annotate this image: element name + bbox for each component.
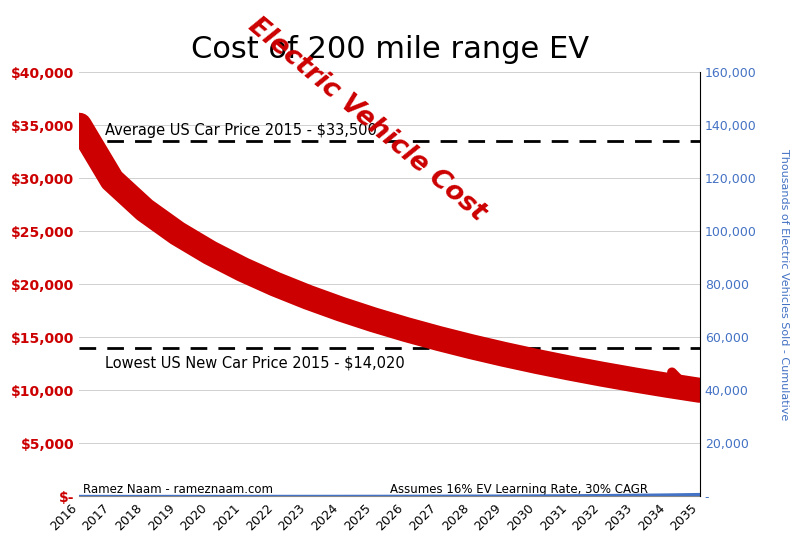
Title: Cost of 200 mile range EV: Cost of 200 mile range EV (190, 35, 589, 64)
Text: Ramez Naam - rameznaam.com: Ramez Naam - rameznaam.com (82, 483, 273, 496)
Y-axis label: Thousands of Electric Vehicles Sold - Cumulative: Thousands of Electric Vehicles Sold - Cu… (779, 149, 789, 420)
Text: Electric Vehicle Cost: Electric Vehicle Cost (242, 13, 490, 227)
Text: Lowest US New Car Price 2015 - $14,020: Lowest US New Car Price 2015 - $14,020 (106, 356, 406, 371)
Text: Average US Car Price 2015 - $33,500: Average US Car Price 2015 - $33,500 (106, 123, 378, 138)
Text: Assumes 16% EV Learning Rate, 30% CAGR: Assumes 16% EV Learning Rate, 30% CAGR (390, 483, 648, 496)
